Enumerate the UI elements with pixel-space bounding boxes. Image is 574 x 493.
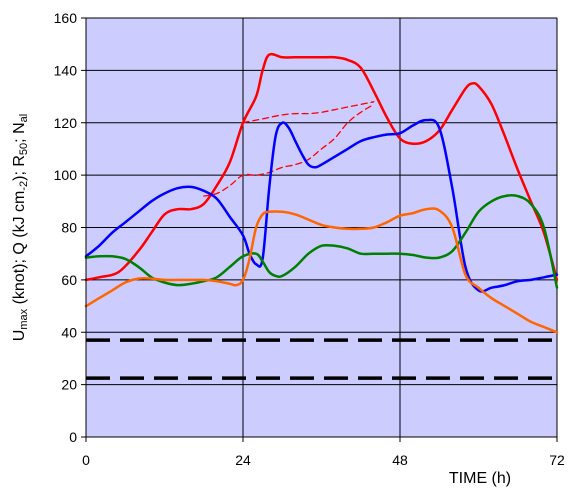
series-line bbox=[242, 101, 375, 124]
series-line bbox=[203, 103, 375, 197]
y-axis-title: Umax (knot); Q (kJ cm-2); R50; Nal bbox=[11, 114, 30, 341]
grid-lines bbox=[86, 17, 558, 437]
y-axis-title-part: ; N bbox=[11, 122, 28, 142]
y-axis-title-part: (knot); Q (kJ cm bbox=[11, 191, 28, 309]
y-axis-title-part: U bbox=[11, 330, 28, 342]
y-tick-label: 160 bbox=[54, 10, 78, 26]
x-tick-label: 0 bbox=[82, 452, 90, 468]
series-line bbox=[84, 194, 559, 289]
y-tick-label: 20 bbox=[61, 377, 77, 393]
reference-lines bbox=[86, 338, 557, 380]
x-axis-title: TIME (h) bbox=[449, 470, 511, 487]
y-tick-label: 40 bbox=[61, 324, 77, 340]
tick-labels: 0 20 40 60 80 100 120 140 160 0 24 48 72 bbox=[54, 10, 565, 468]
x-tick-label: 72 bbox=[549, 452, 565, 468]
y-axis-title-part: ); R bbox=[11, 155, 28, 181]
y-tick-label: 0 bbox=[69, 429, 77, 445]
y-tick-label: 140 bbox=[54, 62, 78, 78]
y-tick-label: 100 bbox=[54, 167, 78, 183]
x-tick-label: 48 bbox=[392, 452, 408, 468]
series-line bbox=[84, 207, 559, 334]
x-tick-label: 24 bbox=[235, 452, 251, 468]
y-axis-title-part: max bbox=[18, 308, 30, 329]
y-axis-title-part: -2 bbox=[18, 181, 30, 191]
series-line bbox=[84, 52, 559, 282]
y-axis-title-part: 50 bbox=[18, 143, 30, 155]
series-line bbox=[84, 118, 559, 293]
y-tick-label: 80 bbox=[61, 220, 77, 236]
y-tick-label: 60 bbox=[61, 272, 77, 288]
y-axis-title-part: al bbox=[18, 114, 30, 123]
y-tick-label: 120 bbox=[54, 115, 78, 131]
data-series bbox=[84, 52, 559, 334]
